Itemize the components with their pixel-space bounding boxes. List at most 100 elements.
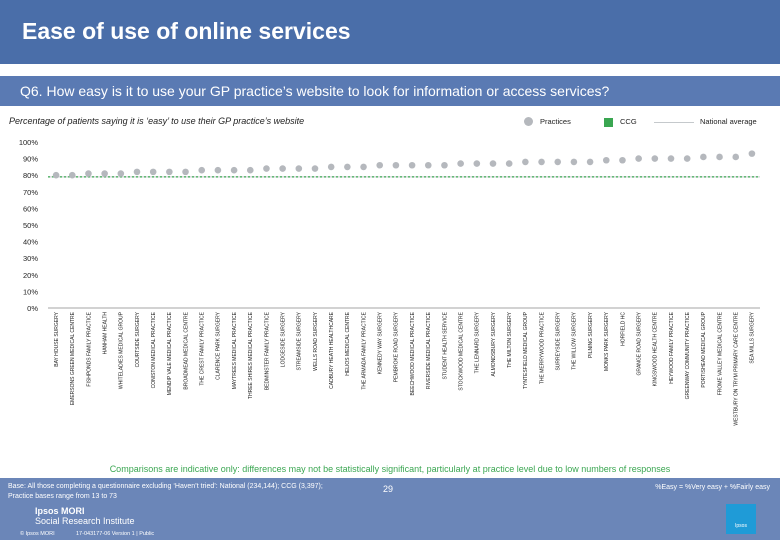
x-tick-label: RIVERSIDE MEDICAL PRACTICE <box>426 311 432 389</box>
y-tick-label: 0% <box>27 304 38 313</box>
legend-ccg-marker <box>604 118 613 127</box>
header-bar: Ease of use of online services <box>0 0 780 64</box>
practice-point <box>246 166 254 174</box>
practice-point <box>360 163 367 171</box>
practice-point <box>538 158 545 166</box>
y-tick-label: 70% <box>23 188 38 197</box>
y-tick-label: 100% <box>19 138 39 147</box>
x-tick-label: EMERSONS GREEN MEDICAL CENTRE <box>70 311 76 405</box>
x-tick-label: CADBURY HEATH HEALTHCARE <box>329 311 335 389</box>
footer: Base: All those completing a questionnai… <box>0 478 780 540</box>
x-tick-label: KENNEDY WAY SURGERY <box>378 311 384 374</box>
practice-point <box>52 171 60 179</box>
x-tick-label: BROADMEAD MEDICAL CENTRE <box>183 311 189 389</box>
x-tick-label: GRANGE ROAD SURGERY <box>636 311 642 375</box>
base-note: Base: All those completing a questionnai… <box>8 482 368 502</box>
practice-point <box>295 165 303 172</box>
x-tick-label: HORFIELD HC <box>620 312 626 346</box>
practice-point <box>602 156 610 164</box>
ipsos-logo: Ipsos MORI Social Research Institute <box>35 506 135 526</box>
x-tick-label: PEMBROKE ROAD SURGERY <box>394 311 400 382</box>
practice-point <box>214 166 222 174</box>
x-tick-label: STOCKWOOD MEDICAL CENTRE <box>458 311 464 390</box>
practice-point <box>133 168 141 176</box>
practice-point <box>716 153 723 161</box>
x-tick-label: BAY HOUSE SURGERY <box>54 311 60 366</box>
x-tick-label: MAYTREES MEDICAL PRACTICE <box>232 311 238 389</box>
easy-definition: %Easy = %Very easy + %Fairly easy <box>655 484 770 491</box>
legend-ccg-label: CCG <box>620 117 637 126</box>
x-tick-label: WESTBURY ON TRYM PRIMARY CARE CENTRE <box>734 311 740 425</box>
page-title: Ease of use of online services <box>22 18 351 44</box>
x-tick-label: THREE SHIRES MEDICAL PRACTICE <box>248 311 254 399</box>
practice-point <box>457 160 464 167</box>
y-tick-label: 60% <box>23 204 38 213</box>
document-reference: 17-043177-06 Version 1 | Public <box>76 531 155 537</box>
practice-point <box>700 153 707 161</box>
y-tick-label: 80% <box>23 171 38 180</box>
practice-point <box>732 153 740 161</box>
question-bar: Q6. How easy is it to use your GP practi… <box>0 76 780 106</box>
x-tick-label: BEDMINSTER FAMILY PRACTICE <box>264 311 270 390</box>
practice-point <box>230 166 238 174</box>
base-line-2: Practice bases range from 13 to 73 <box>8 493 117 500</box>
practice-point <box>327 163 335 171</box>
x-tick-label: LODGESIDE SURGERY <box>280 311 286 367</box>
practice-point <box>667 155 675 162</box>
practice-point <box>473 160 481 167</box>
logo-name: Ipsos MORI <box>35 506 85 516</box>
practice-point <box>101 170 108 177</box>
x-tick-label: HANHAM HEALTH <box>102 312 108 355</box>
practice-point <box>635 155 642 162</box>
practice-point <box>554 158 562 166</box>
base-line-1: Base: All those completing a questionnai… <box>8 483 323 490</box>
x-tick-label: THE WILLOW SURGERY <box>572 311 578 369</box>
x-tick-label: THE MERRYWOOD PRACTICE <box>539 311 545 384</box>
practice-point <box>683 155 691 162</box>
x-tick-label: SEA MILLS SURGERY <box>750 311 756 363</box>
ipsos-badge-icon: Ipsos <box>726 504 756 534</box>
practice-point <box>441 161 448 169</box>
practice-point <box>344 163 351 171</box>
x-tick-label: STUDENT HEALTH SERVICE <box>442 311 448 379</box>
y-tick-label: 50% <box>23 221 38 230</box>
practice-point <box>149 168 157 176</box>
comparison-note: Comparisons are indicative only: differe… <box>109 464 671 474</box>
logo-subtitle: Social Research Institute <box>35 516 135 526</box>
practice-point <box>522 158 529 166</box>
practice-point <box>117 170 125 177</box>
x-tick-label: SURREYSIDE SURGERY <box>556 311 562 370</box>
practice-point <box>408 161 416 169</box>
practice-point <box>166 168 173 176</box>
question-text: Q6. How easy is it to use your GP practi… <box>20 83 610 99</box>
y-tick-label: 90% <box>23 155 38 164</box>
practice-point <box>651 155 659 162</box>
x-tick-label: HELIOS MEDICAL CENTRE <box>345 311 351 375</box>
x-tick-label: THE ARMADA FAMILY PRACTICE <box>361 311 367 389</box>
x-tick-label: WELLS ROAD SURGERY <box>313 311 319 370</box>
x-tick-label: STREAMSIDE SURGERY <box>297 311 303 370</box>
page-number: 29 <box>383 484 394 494</box>
y-tick-label: 10% <box>23 287 38 296</box>
copyright: © Ipsos MORI <box>20 531 55 537</box>
legend-practices-label: Practices <box>540 117 571 126</box>
practice-point <box>311 165 319 172</box>
y-tick-label: 40% <box>23 238 38 247</box>
practice-chart: 0% 10% 20% 30% 40% 50% 60% 70% 80% 90% 100% BAY HOU… <box>19 138 760 426</box>
y-tick-label: 20% <box>23 271 38 280</box>
practice-point <box>570 158 578 166</box>
x-tick-label: THE LENNARD SURGERY <box>475 311 481 373</box>
practice-point <box>279 165 286 172</box>
practice-point <box>263 165 270 172</box>
chart-subtitle: Percentage of patients saying it is ‘eas… <box>9 116 305 126</box>
x-tick-label: CONISTON MEDICAL PRACTICE <box>151 311 157 388</box>
practice-point <box>182 168 189 176</box>
practice-point <box>85 170 92 177</box>
practice-point <box>392 161 400 169</box>
x-tick-label: THE MILTON SURGERY <box>507 311 513 368</box>
x-tick-label: MONKS PARK SURGERY <box>604 311 610 371</box>
x-tick-label: FROME VALLEY MEDICAL CENTRE <box>717 311 723 395</box>
y-tick-label: 30% <box>23 254 38 263</box>
x-tick-label: GREENWAY COMMUNITY PRACTICE <box>685 311 691 399</box>
x-tick-label: BEECHWOOD MEDICAL PRACTICE <box>410 311 416 395</box>
